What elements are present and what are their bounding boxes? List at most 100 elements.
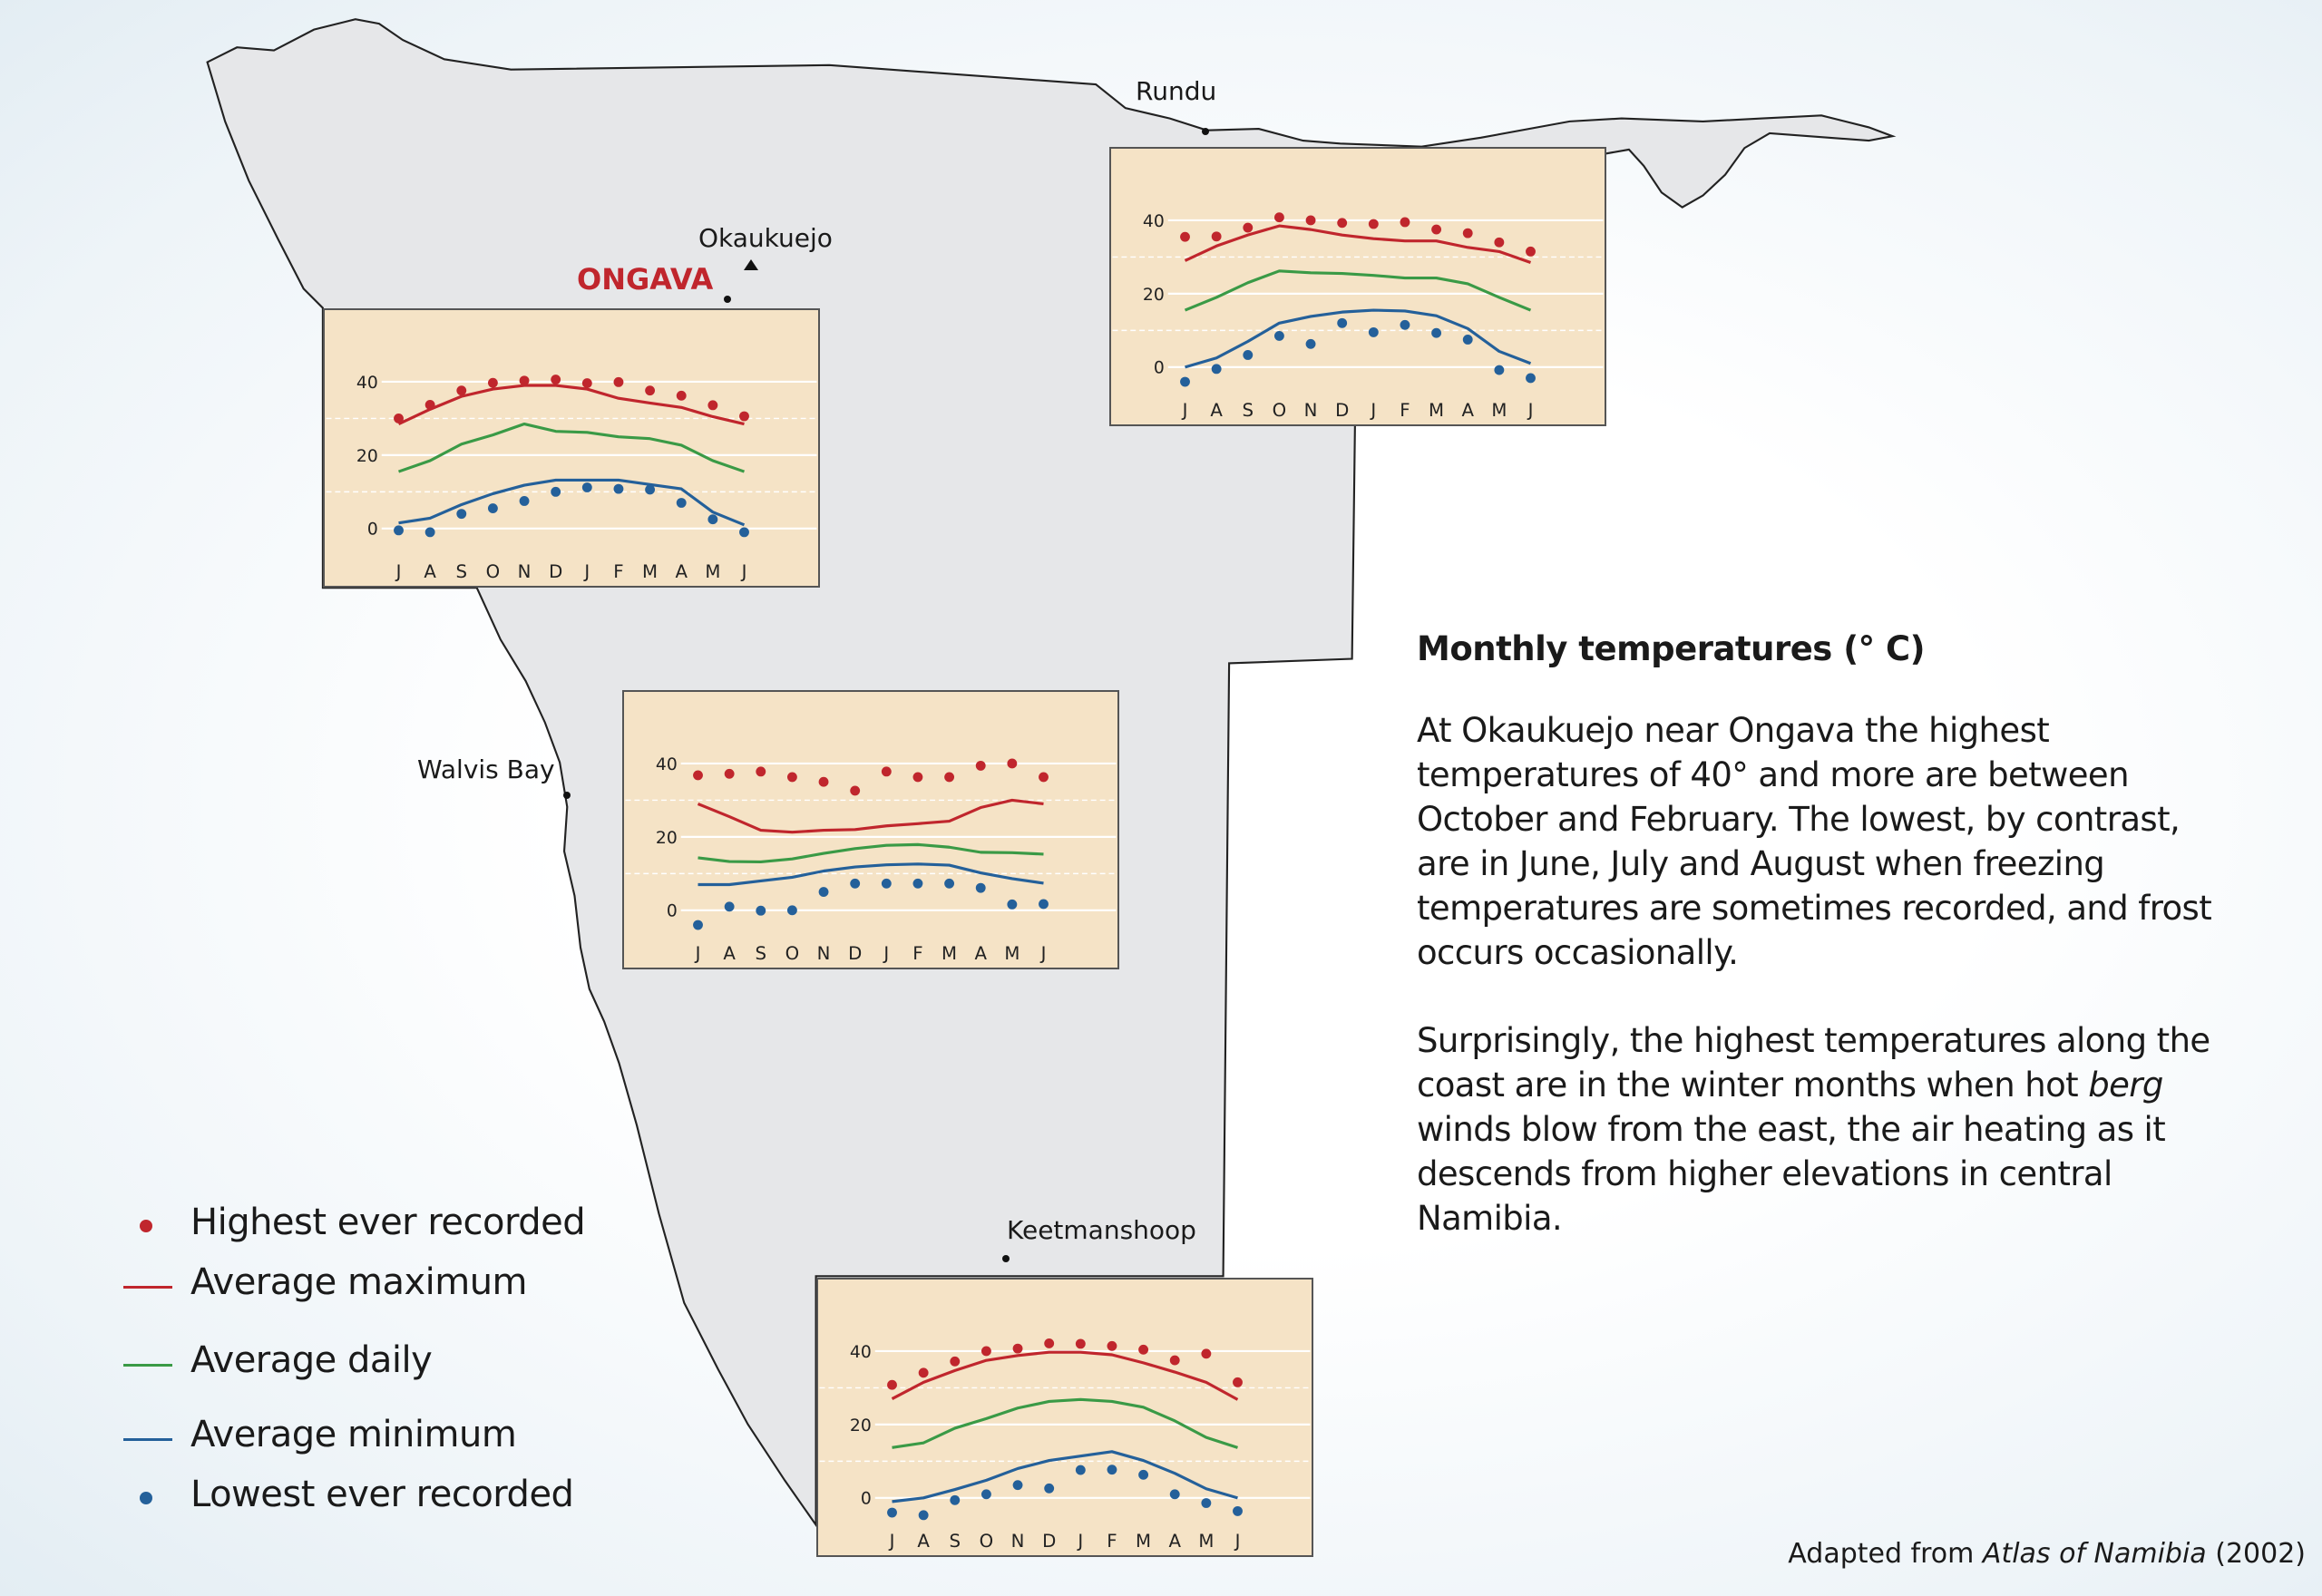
series-line-average-maximum: [1184, 224, 1532, 265]
x-tick-label: M: [1004, 943, 1020, 964]
data-point-lowest-ever-recorded: [944, 878, 955, 889]
info-title: Monthly temperatures (° C): [1417, 629, 1926, 668]
x-tick-label: O: [1273, 400, 1287, 421]
data-point-highest-ever-recorded: [1138, 1344, 1149, 1355]
data-point-highest-ever-recorded: [918, 1367, 929, 1378]
y-tick-label: 40: [656, 755, 678, 774]
data-point-lowest-ever-recorded: [1462, 335, 1473, 345]
series-line-average-maximum: [697, 798, 1044, 834]
data-point-lowest-ever-recorded: [756, 905, 766, 916]
x-tick-label: M: [1491, 400, 1507, 421]
data-point-highest-ever-recorded: [756, 766, 766, 777]
data-point-lowest-ever-recorded: [1494, 365, 1505, 375]
series-line-average-minimum: [892, 1450, 1238, 1504]
series-line-average-minimum: [1185, 308, 1532, 369]
x-tick-label: J: [1369, 400, 1376, 421]
place-label-rundu: Rundu: [1136, 76, 1217, 106]
data-point-lowest-ever-recorded: [818, 887, 829, 898]
data-point-lowest-ever-recorded: [1431, 327, 1442, 338]
y-tick-label: 0: [667, 902, 678, 921]
data-point-highest-ever-recorded: [786, 772, 797, 783]
x-tick-label: A: [1210, 400, 1223, 421]
y-tick-label: 40: [356, 374, 378, 393]
x-tick-label: J: [1527, 400, 1534, 421]
data-point-lowest-ever-recorded: [676, 498, 687, 508]
x-tick-label: M: [642, 561, 658, 582]
data-point-highest-ever-recorded: [707, 400, 718, 411]
x-tick-label: J: [882, 943, 889, 964]
data-point-highest-ever-recorded: [1107, 1340, 1117, 1351]
x-tick-label: M: [1429, 400, 1444, 421]
attribution-source: Atlas of Namibia: [1982, 1538, 2207, 1570]
data-point-highest-ever-recorded: [1431, 224, 1442, 235]
legend-label: Highest ever recorded: [190, 1202, 586, 1243]
data-point-lowest-ever-recorded: [707, 514, 718, 525]
data-point-lowest-ever-recorded: [1138, 1469, 1149, 1480]
series-line-average-daily: [397, 422, 746, 473]
x-tick-label: J: [888, 1531, 895, 1552]
legend-label: Average maximum: [190, 1261, 528, 1303]
blue-line-icon: [123, 1438, 172, 1441]
town-marker-ongava: [724, 296, 731, 303]
info-paragraph-2: Surprisingly, the highest temperatures a…: [1417, 1018, 2233, 1241]
x-tick-label: S: [1243, 400, 1254, 421]
data-point-lowest-ever-recorded: [1337, 317, 1348, 328]
data-point-highest-ever-recorded: [981, 1346, 991, 1357]
x-tick-label: J: [694, 943, 701, 964]
data-point-lowest-ever-recorded: [1243, 350, 1254, 360]
y-tick-label: 20: [850, 1416, 872, 1435]
data-point-highest-ever-recorded: [1039, 772, 1049, 783]
x-tick-label: F: [1400, 400, 1410, 421]
data-point-lowest-ever-recorded: [1169, 1489, 1180, 1500]
y-tick-label: 40: [1143, 212, 1165, 231]
legend-item-lowest: Lowest ever recorded: [118, 1474, 590, 1519]
x-tick-label: J: [1181, 400, 1188, 421]
data-point-lowest-ever-recorded: [887, 1507, 897, 1518]
data-point-lowest-ever-recorded: [1039, 899, 1049, 910]
red-dot-icon: [140, 1220, 152, 1232]
blue-dot-icon: [140, 1492, 152, 1504]
data-point-lowest-ever-recorded: [1273, 331, 1284, 341]
data-point-lowest-ever-recorded: [1075, 1465, 1086, 1475]
data-point-lowest-ever-recorded: [613, 483, 624, 494]
data-point-lowest-ever-recorded: [1305, 338, 1316, 349]
data-point-lowest-ever-recorded: [645, 484, 656, 495]
town-marker-keetmanshoop: [1002, 1255, 1010, 1262]
series-line-average-daily: [892, 1397, 1238, 1449]
x-tick-label: M: [941, 943, 957, 964]
data-point-lowest-ever-recorded: [1012, 1480, 1023, 1491]
info-paragraph-2-end: winds blow from the east, the air heatin…: [1417, 1110, 2166, 1238]
x-tick-label: O: [980, 1531, 994, 1552]
data-point-highest-ever-recorded: [975, 760, 986, 771]
x-tick-label: F: [912, 943, 922, 964]
data-point-highest-ever-recorded: [613, 376, 624, 387]
data-point-lowest-ever-recorded: [456, 509, 467, 520]
x-tick-label: A: [723, 943, 736, 964]
data-point-lowest-ever-recorded: [1180, 376, 1190, 387]
data-point-lowest-ever-recorded: [881, 878, 892, 889]
series-line-average-minimum: [698, 862, 1044, 887]
attribution: Adapted from Atlas of Namibia (2002): [1788, 1538, 2306, 1570]
y-tick-label: 20: [356, 447, 378, 466]
series-line-average-daily: [698, 842, 1044, 864]
x-tick-label: D: [848, 943, 862, 964]
data-point-lowest-ever-recorded: [394, 525, 404, 536]
data-point-highest-ever-recorded: [1400, 217, 1410, 228]
data-point-lowest-ever-recorded: [551, 486, 561, 497]
green-line-icon: [123, 1364, 172, 1367]
data-point-lowest-ever-recorded: [487, 503, 498, 514]
x-tick-label: N: [518, 561, 532, 582]
x-tick-label: S: [456, 561, 468, 582]
data-point-lowest-ever-recorded: [1233, 1505, 1243, 1516]
y-tick-label: 0: [861, 1490, 872, 1509]
data-point-highest-ever-recorded: [394, 414, 404, 423]
data-point-lowest-ever-recorded: [1007, 899, 1018, 910]
x-tick-label: J: [395, 561, 402, 582]
data-point-highest-ever-recorded: [1305, 215, 1316, 226]
data-point-lowest-ever-recorded: [1400, 319, 1410, 330]
y-tick-label: 40: [850, 1343, 872, 1362]
x-tick-label: J: [1039, 943, 1047, 964]
x-tick-label: N: [1304, 400, 1318, 421]
data-point-highest-ever-recorded: [724, 768, 735, 779]
